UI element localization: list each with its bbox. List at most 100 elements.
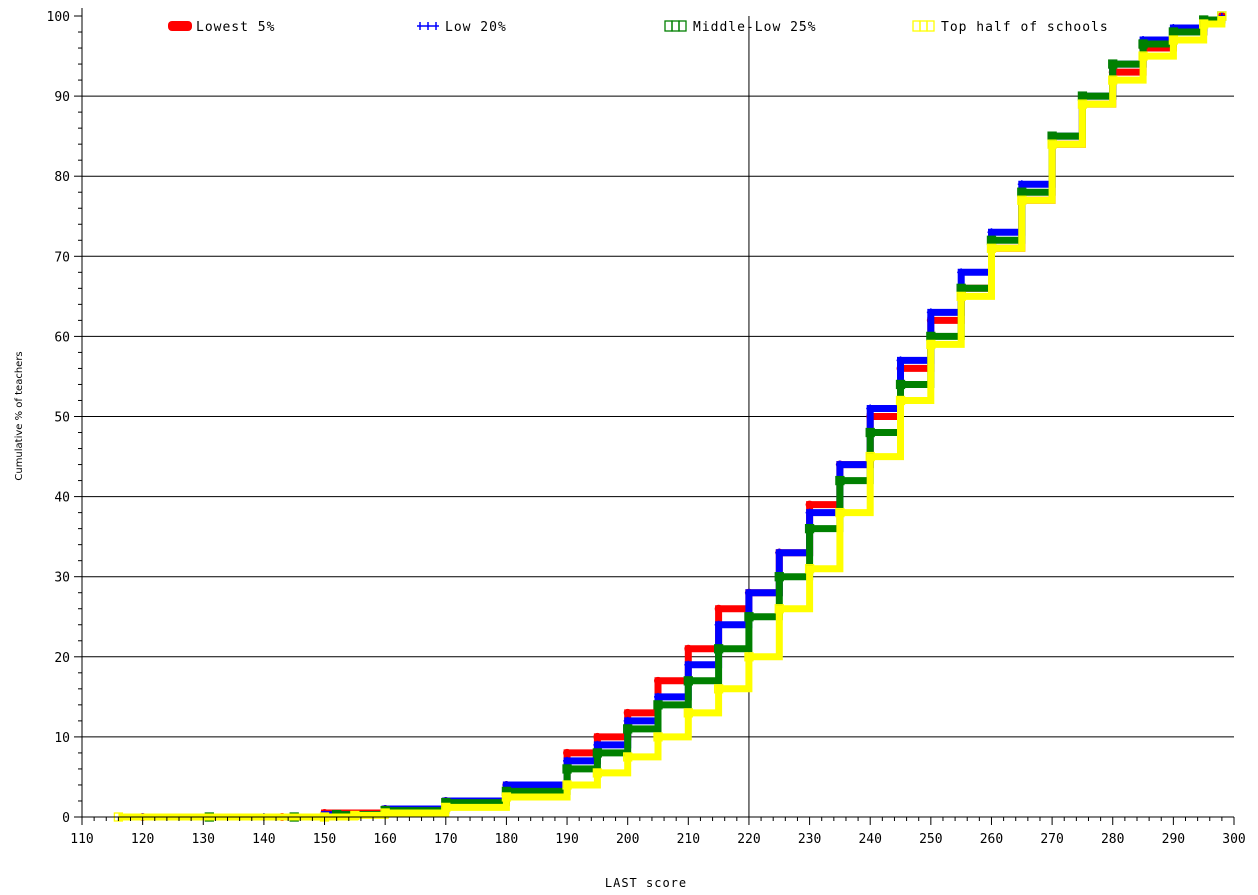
legend: Lowest 5% Low 20% Middle-Low 25% Top half o… [168,20,1109,35]
x-tick-label-290: 290 [1162,832,1185,847]
point-1-21 [1017,180,1026,189]
point-0-10 [684,644,693,653]
point-3-24 [1108,75,1118,85]
point-3-17 [895,395,906,406]
x-tick-label-300: 300 [1222,832,1245,847]
series-line-2 [209,16,1226,821]
point-3-15 [835,507,845,518]
point-2-6 [562,764,572,774]
y-tick-label-90: 90 [54,90,70,105]
point-3-19 [956,291,966,302]
legend-swatch-2 [678,20,687,32]
point-3-18 [926,339,936,350]
x-tick-label-190: 190 [555,832,578,847]
legend-item-0: Lowest 5% [168,20,275,35]
point-1-16 [866,404,875,413]
point-1-15 [835,460,844,469]
point-3-10 [683,708,693,718]
x-tick-label-140: 140 [252,832,275,847]
y-tick-label-100: 100 [47,10,70,25]
point-1-7 [593,740,602,749]
point-0-14 [805,500,814,509]
x-tick-label-120: 120 [131,832,154,847]
point-3-9 [653,732,663,742]
point-2-11 [713,644,724,654]
point-1-18 [926,308,935,317]
legend-label-2: Middle-Low 25% [693,20,817,35]
x-tick-label-270: 270 [1040,832,1063,847]
point-2-9 [653,700,663,710]
point-3-23 [1077,99,1088,109]
point-1-9 [654,692,662,701]
x-tick-label-230: 230 [798,832,821,847]
legend-item-2: Middle-Low 25% [664,20,817,35]
point-1-13 [775,548,784,557]
point-3-5 [501,792,512,802]
point-3-2 [350,810,360,821]
legend-swatch-3 [919,20,928,32]
legend-label-0: Lowest 5% [196,20,275,35]
point-3-26 [1168,35,1179,45]
point-2-7 [592,748,603,758]
point-3-12 [744,652,754,662]
point-1-10 [684,660,693,669]
x-tick-label-220: 220 [737,832,760,847]
legend-item-1: Low 20% [417,20,507,35]
legend-label-3: Top half of schools [941,20,1109,35]
point-3-13 [774,604,784,614]
point-1-14 [805,508,814,517]
x-tick-label-170: 170 [434,832,457,847]
x-axis-title: LAST score [605,876,687,890]
point-0-11 [714,604,723,613]
y-tick-label-70: 70 [54,250,70,265]
point-3-20 [986,243,997,253]
y-tick-label-80: 80 [54,170,70,185]
x-tick-label-210: 210 [677,832,700,847]
point-2-24 [1108,59,1118,69]
legend-swatch-2 [671,20,680,32]
y-tick-label-30: 30 [54,571,70,586]
point-3-11 [713,684,724,694]
point-1-8 [623,716,632,725]
point-2-13 [774,572,784,582]
point-1-20 [987,228,996,237]
point-3-6 [562,780,572,790]
x-tick-label-240: 240 [858,832,881,847]
legend-swatch-3 [912,20,921,32]
point-0-8 [623,708,632,717]
point-2-15 [835,475,845,486]
point-2-14 [804,523,815,534]
y-tick-label-20: 20 [54,651,70,666]
point-2-12 [744,612,754,622]
point-2-10 [683,676,693,686]
x-tick-label-160: 160 [373,832,396,847]
x-tick-label-250: 250 [919,832,942,847]
point-1-19 [957,268,966,277]
point-0-7 [593,732,602,741]
legend-swatch-0 [168,21,192,31]
y-tick-label-40: 40 [54,491,70,506]
x-tick-label-110: 110 [70,832,93,847]
y-tick-label-60: 60 [54,330,70,345]
y-axis-title: Cumulative % of teachers [14,351,25,480]
legend-swatch-3 [926,20,935,32]
point-0-9 [654,676,662,685]
legend-label-1: Low 20% [445,20,507,35]
x-tick-label-260: 260 [980,832,1003,847]
x-tick-label-200: 200 [616,832,639,847]
x-tick-label-180: 180 [495,832,518,847]
point-3-7 [592,768,603,778]
point-2-16 [865,427,875,438]
y-tick-label-50: 50 [54,411,70,426]
point-2-17 [895,379,906,390]
x-tick-label-150: 150 [313,832,336,847]
point-3-25 [1138,51,1148,61]
series-layer [113,11,1227,822]
x-tick-label-280: 280 [1101,832,1124,847]
legend-swatch-2 [664,20,673,32]
x-tick-label-130: 130 [192,832,215,847]
point-3-4 [441,802,451,813]
point-3-28 [1217,11,1227,21]
point-1-6 [563,756,572,765]
